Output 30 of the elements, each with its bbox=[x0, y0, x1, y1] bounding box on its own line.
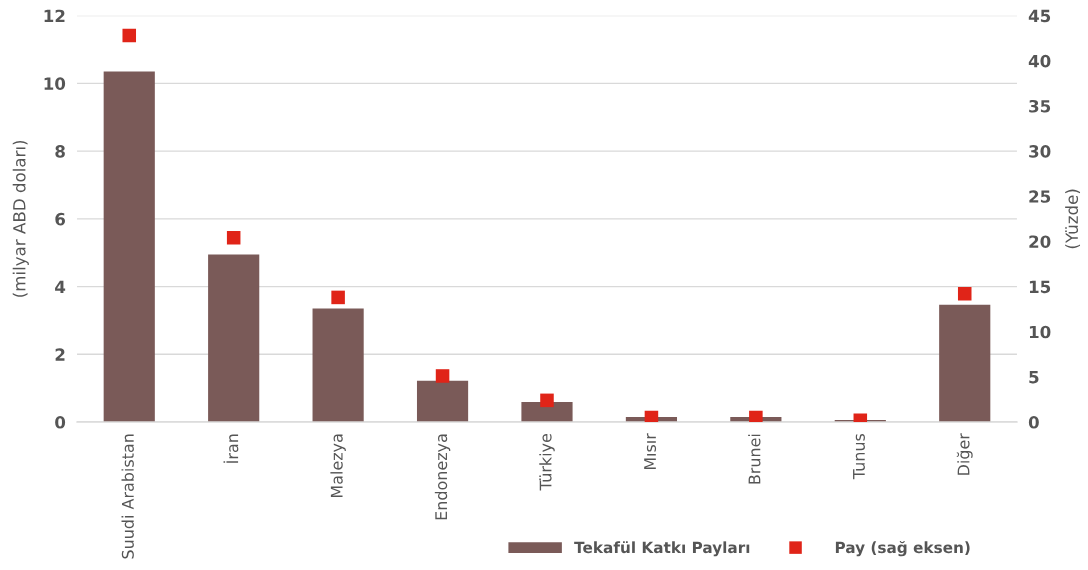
x-tick-label: Tunus bbox=[853, 433, 865, 480]
y-tick-label: 6 bbox=[55, 212, 66, 226]
x-tick-label: Türkiye bbox=[539, 433, 555, 491]
y2-tick-label: 15 bbox=[1029, 280, 1051, 294]
x-tick-label: Endonezya bbox=[434, 434, 451, 520]
y-tick-label: 10 bbox=[44, 77, 66, 90]
y2-axis-title: (Yüzde) bbox=[1065, 189, 1081, 249]
y2-tick-label: 30 bbox=[1029, 145, 1051, 158]
x-tick-label: Mısır bbox=[644, 433, 657, 470]
y2-tick-label: 40 bbox=[1028, 54, 1051, 68]
y2-tick-label: 0 bbox=[1028, 415, 1039, 429]
y-tick-label: 2 bbox=[55, 348, 65, 361]
y2-tick-label: 25 bbox=[1029, 190, 1051, 203]
y2-tick-label: 20 bbox=[1029, 235, 1051, 248]
y2-tick-label: 5 bbox=[1029, 371, 1039, 384]
y-tick-label: 0 bbox=[55, 415, 66, 429]
x-tick-label: Diğer bbox=[956, 433, 973, 475]
y2-tick-label: 10 bbox=[1029, 325, 1051, 339]
y2-tick-label: 35 bbox=[1029, 99, 1051, 113]
y2-tick-label: 45 bbox=[1028, 9, 1051, 23]
y-tick-label: 12 bbox=[44, 9, 65, 23]
legend-label: Pay (sağ eksen) bbox=[835, 540, 970, 557]
y-tick-label: 4 bbox=[55, 280, 66, 293]
x-tick-label: İran bbox=[223, 434, 239, 463]
y-axis-title: (milyar ABD doları) bbox=[12, 140, 29, 297]
x-tick-label: Malezya bbox=[330, 434, 346, 498]
x-tick-label: Brunei bbox=[748, 434, 761, 484]
legend-label: Tekafül Katkı Payları bbox=[574, 541, 750, 557]
y-tick-label: 8 bbox=[55, 145, 65, 158]
x-tick-label: Suudi Arabistan bbox=[121, 434, 134, 559]
